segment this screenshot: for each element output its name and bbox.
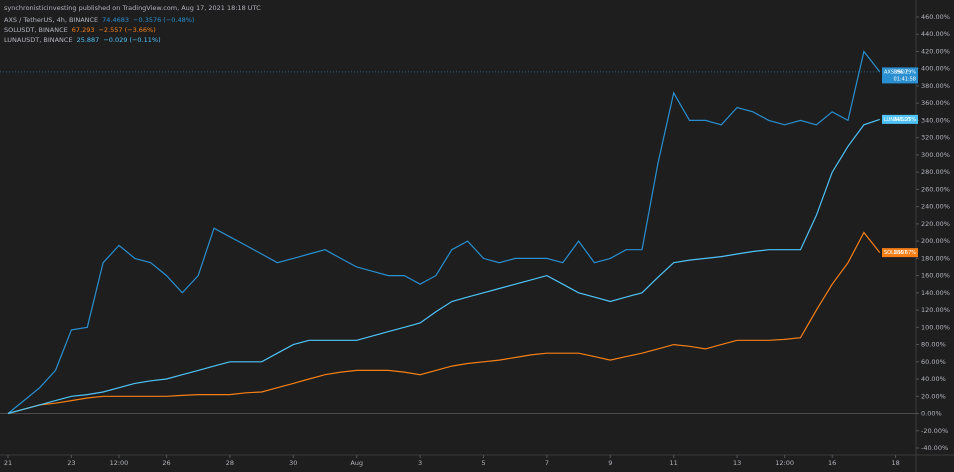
price-tag-time: 01:41:58 xyxy=(894,76,916,82)
y-tick-label: 200.00% xyxy=(921,237,950,245)
price-tag-name: SOLUSDT xyxy=(884,250,908,256)
series-line xyxy=(7,50,881,414)
x-tick-label: 12:00 xyxy=(775,459,794,467)
y-tick-label: 60.00% xyxy=(921,358,946,366)
x-tick-label: 12:00 xyxy=(110,459,129,467)
series-line xyxy=(7,118,880,415)
series-line xyxy=(7,231,881,415)
y-tick-label: 140.00% xyxy=(921,289,950,297)
x-tick-label: 16 xyxy=(828,459,836,467)
legend-entry: AXS / TetherUS, 4h, BINANCE 74.4683 −0.357… xyxy=(4,16,194,24)
price-tag xyxy=(882,67,918,84)
y-tick-label: 100.00% xyxy=(921,323,950,331)
y-tick-label: 80.00% xyxy=(921,341,946,349)
y-tick-label: 460.00% xyxy=(921,13,950,21)
y-tick-label: 340.00% xyxy=(921,116,950,124)
y-tick-label: -40.00% xyxy=(921,444,948,452)
y-tick-label: -20.00% xyxy=(921,427,948,435)
x-tick-label: 18 xyxy=(891,459,899,467)
x-tick-label: 21 xyxy=(4,459,12,467)
legend-legend-change: −0.029 (−0.11%) xyxy=(103,36,160,44)
legend-name: AXS / TetherUS, 4h, BINANCE xyxy=(4,16,98,24)
y-tick-label: 220.00% xyxy=(921,220,950,228)
y-tick-label: 280.00% xyxy=(921,168,950,176)
y-tick-label: 180.00% xyxy=(921,254,950,262)
price-tag-value: 186.67% xyxy=(894,250,916,256)
legend-entry: LUNAUSDT, BINANCE 25.887 −0.029 (−0.11%) xyxy=(4,36,161,44)
x-tick-label: Aug xyxy=(350,459,363,467)
x-tick-label: 9 xyxy=(608,459,612,467)
y-tick-label: 120.00% xyxy=(921,306,950,314)
price-tag-name: LUNAUSDT xyxy=(884,117,912,123)
chart-title: synchronisticinvesting published on Trad… xyxy=(4,4,261,12)
y-tick-label: 0.00% xyxy=(921,410,942,418)
y-tick-label: 400.00% xyxy=(921,65,950,73)
y-tick-label: 260.00% xyxy=(921,185,950,193)
x-tick-label: 3 xyxy=(418,459,422,467)
legend-legend-price: 25.887 xyxy=(77,36,100,44)
x-tick-label: 7 xyxy=(545,459,549,467)
price-tag-name: AXSUSDT xyxy=(884,69,909,75)
x-tick-label: 23 xyxy=(67,459,75,467)
x-tick-label: 5 xyxy=(481,459,485,467)
legend-legend-price: 74.4683 xyxy=(102,16,129,24)
y-tick-label: 160.00% xyxy=(921,272,950,280)
legend-entry: SOLUSDT, BINANCE 67.293 −2.557 (−3.66%) xyxy=(4,26,156,34)
legend-legend-price: 67.293 xyxy=(72,26,95,34)
y-tick-label: 440.00% xyxy=(921,30,950,38)
legend-name: SOLUSDT, BINANCE xyxy=(4,26,68,34)
y-tick-label: 40.00% xyxy=(921,375,946,383)
y-tick-label: 20.00% xyxy=(921,392,946,400)
y-tick-label: 320.00% xyxy=(921,134,950,142)
y-tick-label: 240.00% xyxy=(921,203,950,211)
legend-legend-change: −0.3576 (−0.48%) xyxy=(133,16,194,24)
x-tick-label: 13 xyxy=(733,459,741,467)
x-tick-label: 11 xyxy=(670,459,678,467)
y-tick-label: 420.00% xyxy=(921,47,950,55)
price-tag xyxy=(882,248,918,258)
legend-name: LUNAUSDT, BINANCE xyxy=(4,36,73,44)
x-tick-label: 30 xyxy=(289,459,297,467)
legend-legend-change: −2.557 (−3.66%) xyxy=(98,26,155,34)
price-tag xyxy=(882,114,918,124)
y-tick-label: 360.00% xyxy=(921,99,950,107)
y-tick-label: 300.00% xyxy=(921,151,950,159)
y-tick-label: 380.00% xyxy=(921,82,950,90)
price-tag-value: 396.29% xyxy=(894,69,916,75)
price-tag-value: 341.25% xyxy=(894,117,916,123)
x-tick-label: 26 xyxy=(162,459,170,467)
x-tick-label: 28 xyxy=(226,459,234,467)
